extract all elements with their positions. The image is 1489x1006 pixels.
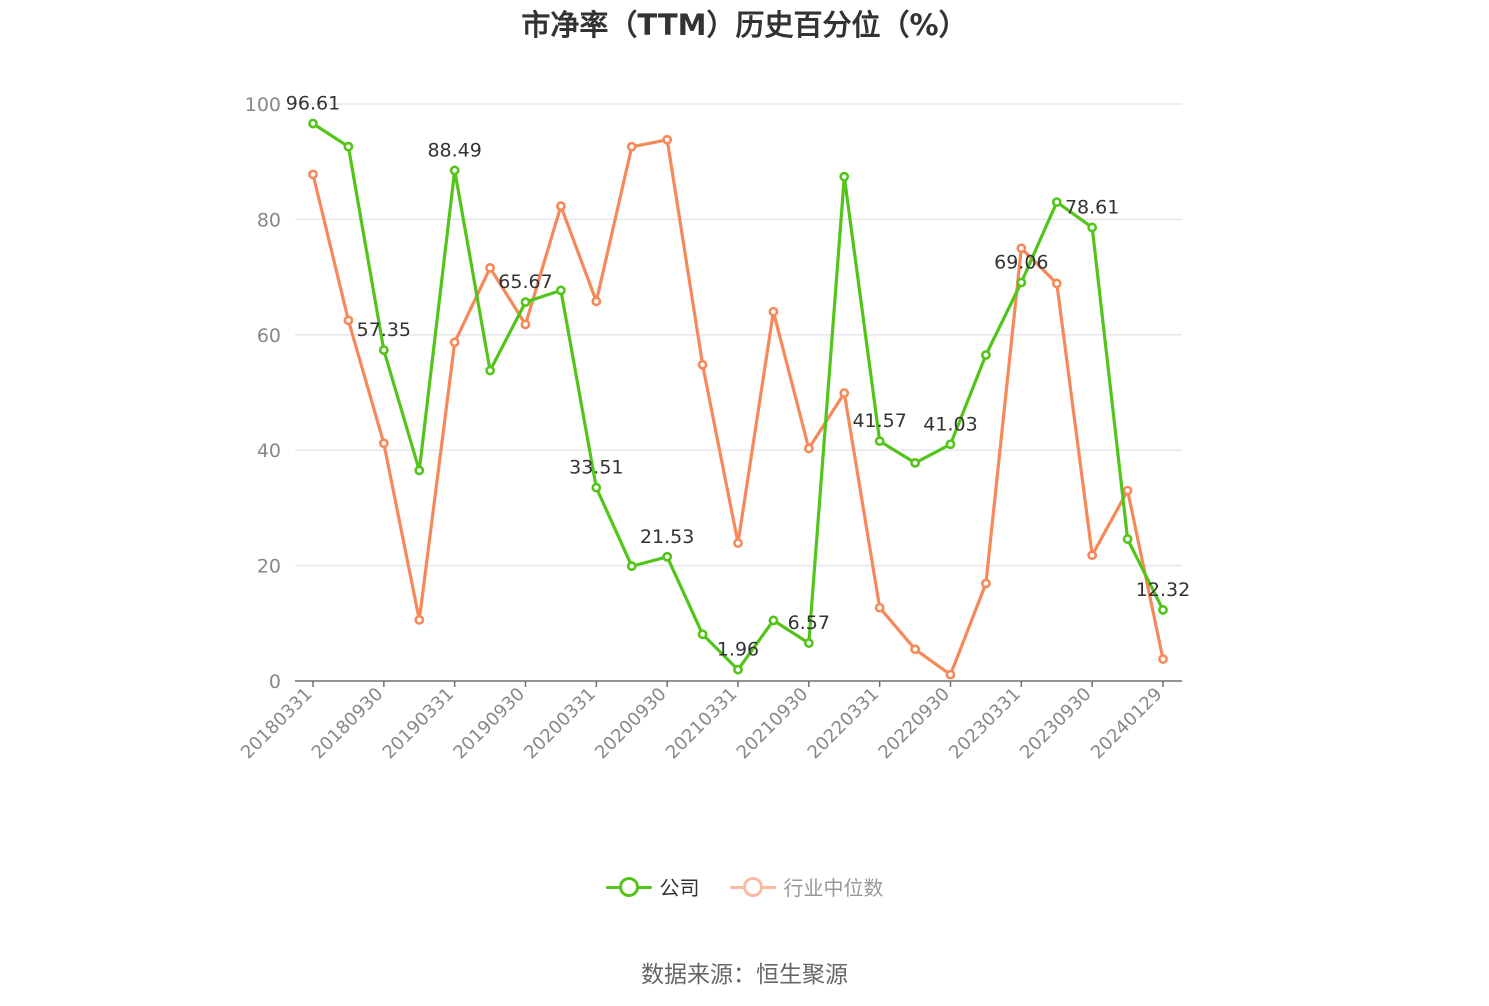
point-industry-median [626,141,637,152]
point-company [662,551,673,562]
point-company [981,350,991,360]
x-tick-label: 20200331 [520,684,600,764]
point-company [449,165,460,176]
point-industry-median [591,296,602,307]
point-industry-median [839,388,850,398]
point-industry-median [378,438,389,449]
data-label-company: 41.03 [923,413,977,435]
x-tick-label: 20190331 [379,684,459,764]
point-company [910,457,920,468]
y-tick-label: 0 [269,671,281,693]
data-label-company: 65.67 [498,271,552,293]
point-industry-median [874,602,885,613]
point-industry-median [1016,243,1027,254]
point-company [591,482,602,493]
point-company [1016,277,1027,288]
point-industry-median [981,578,991,589]
point-company [874,436,885,447]
y-tick-label: 40 [257,440,281,462]
data-label-company: 21.53 [640,526,694,548]
legend-company-label: 公司 [659,876,700,900]
legend-company-marker [605,875,652,899]
point-company [697,629,708,640]
point-company [803,638,814,648]
legend-industry-label: 行业中位数 [783,876,884,900]
series-line-company [312,122,1165,672]
point-company [556,285,566,296]
point-industry-median [1087,550,1098,561]
y-tick-label: 20 [257,556,281,578]
data-source-note: 数据来源：恒生聚源 [641,962,848,988]
point-industry-median [768,306,779,317]
point-industry-median [556,201,566,212]
data-label-company: 1.96 [717,639,759,661]
point-industry-median [308,169,318,180]
point-industry-median [1051,278,1062,289]
chart-title: 市净率（TTM）历史百分位（%） [521,8,968,42]
point-industry-median [520,319,531,330]
point-industry-median [414,614,425,625]
data-label-company: 12.32 [1136,579,1190,601]
x-tick-label: 20180331 [237,684,317,764]
point-company [1087,222,1098,233]
x-tick-label: 20210331 [662,684,742,764]
point-company [768,615,779,626]
point-company [485,365,495,376]
data-label-company: 33.51 [569,457,623,479]
point-industry-median [1122,485,1133,496]
point-company [378,345,389,355]
x-tick-label: 20230331 [945,684,1025,764]
point-industry-median [803,443,814,454]
legend-item-industry-median[interactable]: 行业中位数 [729,872,884,901]
point-company [1158,605,1168,615]
x-tick-label: 20230930 [1016,684,1096,764]
line-chart: 0 20 40 60 80 100 2018033120180930201903312019… [237,93,1190,764]
data-label-company: 6.57 [788,612,830,634]
point-company [626,561,637,572]
point-company [343,141,354,152]
data-label-company: 88.49 [427,139,481,161]
y-tick-label: 80 [257,209,281,231]
point-company [839,171,850,182]
point-industry-median [697,359,708,370]
point-company [1051,197,1062,207]
x-tick-label: 20190930 [449,684,529,764]
point-company [414,465,425,476]
x-tick-label: 20220331 [804,684,884,764]
legend-item-company[interactable]: 公司 [605,872,700,901]
x-tick-label: 20200930 [591,684,671,764]
point-industry-median [485,262,495,273]
point-company [520,297,531,307]
legend-industry-marker [729,875,776,899]
point-company [733,664,743,675]
y-tick-label: 60 [257,325,281,347]
point-company [945,439,956,450]
point-company [308,118,318,129]
chart-legend: 公司 行业中位数 [0,872,1489,901]
data-label-company: 41.57 [852,410,906,432]
x-tick-label: 20180930 [308,684,388,764]
point-industry-median [733,538,743,548]
y-tick-label: 100 [245,94,281,116]
point-industry-median [1158,654,1168,664]
x-tick-label: 20240129 [1087,684,1167,764]
point-industry-median [449,337,460,348]
data-label-company: 69.06 [994,252,1048,274]
point-company [1122,534,1133,544]
point-industry-median [343,315,354,326]
point-industry-median [910,644,920,655]
data-label-company: 78.61 [1065,196,1119,218]
point-industry-median [662,134,673,145]
x-tick-label: 20210930 [733,684,813,764]
x-tick-label: 20220930 [874,684,954,764]
data-label-company: 57.35 [357,319,411,341]
point-industry-median [945,669,956,680]
data-label-company: 96.61 [286,93,340,115]
